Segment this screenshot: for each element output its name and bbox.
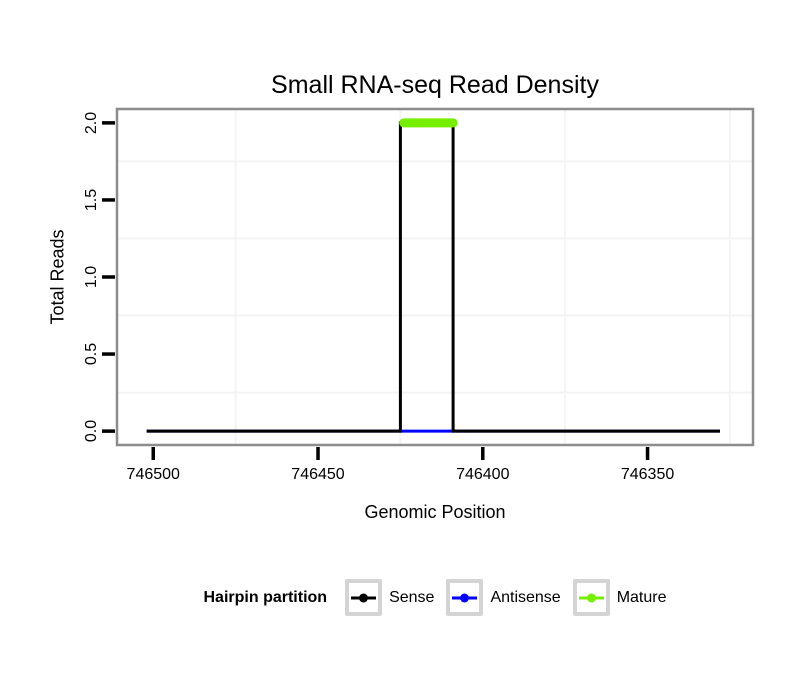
line-point-icon (578, 593, 604, 602)
x-tick-label: 746400 (456, 466, 510, 483)
line-point-icon (452, 593, 478, 602)
legend-label-sense: Sense (389, 588, 435, 606)
y-axis-label: Total Reads (47, 229, 68, 325)
y-tick-label: 2.0 (83, 111, 100, 134)
legend-entry-antisense: Antisense (446, 579, 561, 616)
legend-title: Hairpin partition (203, 588, 328, 606)
x-axis-label: Genomic Position (364, 502, 506, 522)
y-tick-label: 1.5 (83, 188, 100, 212)
panel-border (115, 107, 755, 447)
line-point-icon (351, 593, 377, 602)
y-tick-label: 1.0 (83, 265, 100, 289)
legend-label-antisense: Antisense (490, 588, 561, 606)
legend-key-antisense (446, 579, 484, 616)
legend-label-mature: Mature (616, 588, 667, 606)
legend-key-sense (345, 579, 383, 616)
legend-entry-mature: Mature (572, 579, 667, 616)
x-tick-label: 746350 (620, 466, 675, 483)
chart-title: Small RNA-seq Read Density (271, 71, 599, 99)
legend: Hairpin partition Sense Antisense (117, 579, 753, 616)
panel-background (117, 109, 753, 445)
legend-entry-sense: Sense (345, 579, 434, 616)
x-tick-label: 746450 (291, 466, 345, 483)
legend-key-mature (572, 579, 610, 616)
x-tick-label: 746500 (126, 466, 180, 483)
y-tick-label: 0.5 (83, 342, 100, 366)
y-tick-label: 0.0 (83, 420, 100, 443)
